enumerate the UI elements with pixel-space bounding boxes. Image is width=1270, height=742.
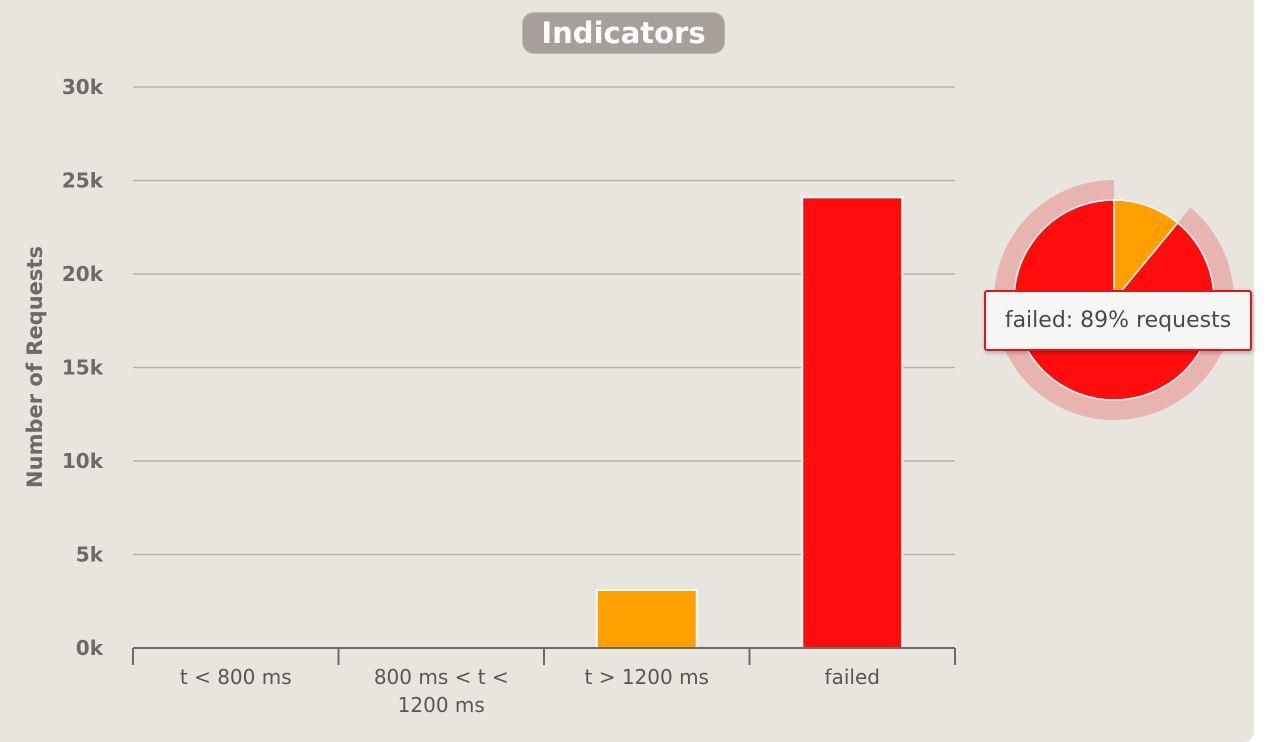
x-tick-label: t > 1200 ms	[585, 665, 709, 689]
y-tick-label: 15k	[62, 356, 104, 380]
y-tick-label: 30k	[62, 75, 104, 99]
bar-2[interactable]	[595, 589, 698, 650]
bar-3[interactable]	[801, 196, 904, 650]
y-tick-label: 0k	[76, 636, 104, 660]
y-tick-label: 5k	[76, 543, 104, 567]
y-axis-title: Number of Requests	[23, 246, 47, 488]
y-tick-label: 10k	[62, 449, 104, 473]
pie-tooltip: failed: 89% requests	[984, 290, 1252, 351]
x-tick-label: t < 800 ms	[180, 665, 292, 689]
x-tick-label: 800 ms < t <1200 ms	[374, 665, 509, 717]
y-tick-label: 20k	[62, 262, 104, 286]
chart-title: Indicators	[522, 12, 725, 54]
y-tick-label: 25k	[62, 169, 104, 193]
pie-slice-0[interactable]	[1113, 199, 1179, 303]
x-tick-label: failed	[825, 665, 880, 689]
